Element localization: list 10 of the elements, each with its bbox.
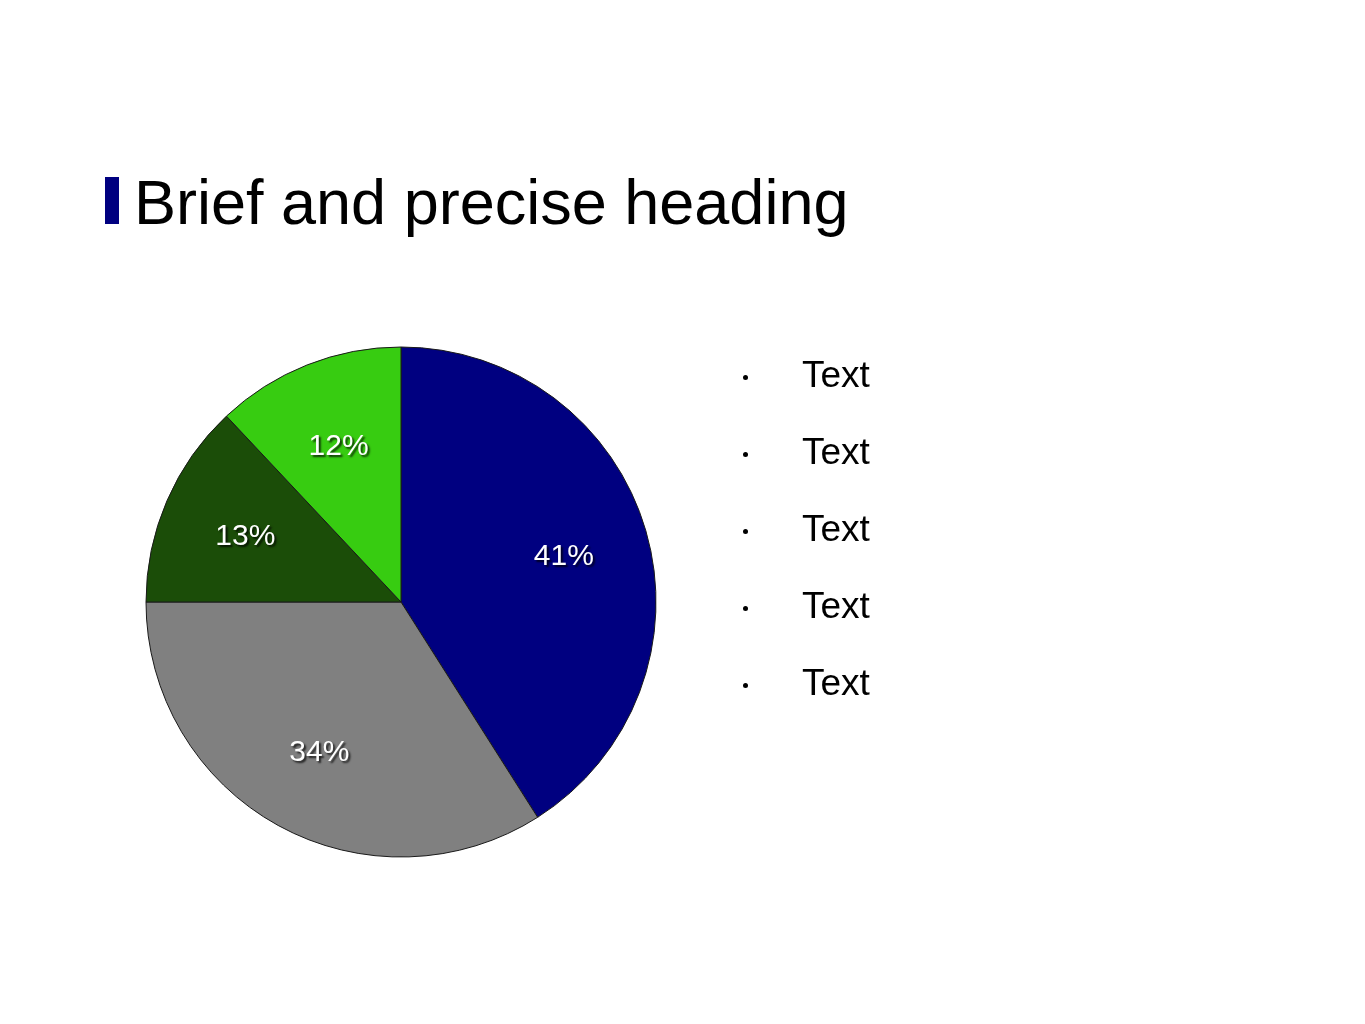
text: Text — [802, 353, 870, 397]
data-label: 13% — [215, 518, 276, 552]
data-label: 34% — [289, 734, 350, 768]
chart-title: Brief and precise heading — [134, 166, 849, 238]
data-label: 41% — [533, 538, 594, 572]
text: Text — [802, 430, 870, 474]
text: Text — [802, 584, 870, 628]
data-label: 12% — [308, 427, 369, 461]
text: Text — [802, 507, 870, 551]
text: Text — [802, 661, 870, 705]
